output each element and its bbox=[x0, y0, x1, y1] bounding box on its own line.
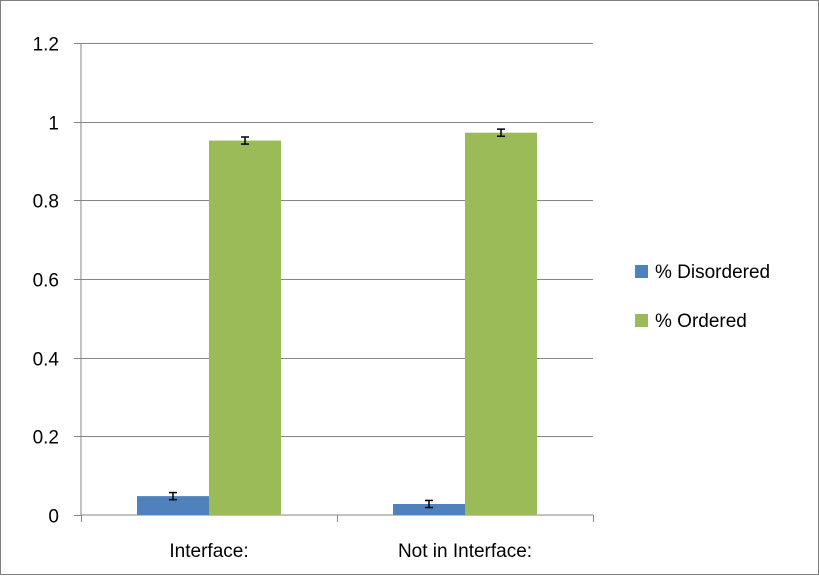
legend: % Disordered % Ordered bbox=[635, 262, 770, 332]
y-tick-label: 1 bbox=[48, 114, 59, 135]
legend-swatch bbox=[635, 314, 648, 327]
y-tick-labels: 0 0.2 0.4 0.6 0.8 1 1.2 bbox=[33, 35, 60, 528]
bar-disordered bbox=[393, 503, 465, 515]
error-bars bbox=[169, 128, 505, 509]
x-tick-label: Not in Interface: bbox=[398, 541, 532, 562]
bar-ordered bbox=[209, 140, 281, 515]
legend-swatch bbox=[635, 265, 648, 278]
x-tick-label: Interface: bbox=[169, 541, 248, 562]
bars bbox=[137, 132, 537, 515]
legend-label: % Ordered bbox=[655, 311, 747, 332]
y-tick-label: 0.6 bbox=[33, 271, 59, 292]
x-tick-labels: Interface: Not in Interface: bbox=[169, 541, 532, 562]
y-tick-label: 0 bbox=[48, 507, 59, 528]
legend-label: % Disordered bbox=[655, 262, 770, 283]
y-tick-label: 1.2 bbox=[33, 35, 59, 56]
y-tick-label: 0.4 bbox=[33, 350, 60, 371]
bar-ordered bbox=[465, 132, 537, 515]
bar-disordered bbox=[137, 496, 209, 515]
y-tick-label: 0.8 bbox=[33, 192, 59, 213]
y-tick-label: 0.2 bbox=[33, 428, 59, 449]
